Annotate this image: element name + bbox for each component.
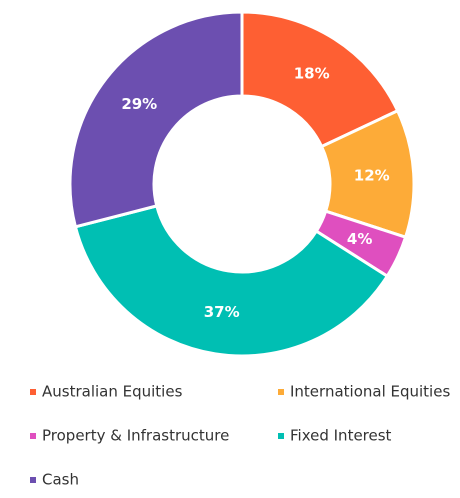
legend-label: Australian Equities [42,383,183,401]
value-label: 4% [347,230,372,248]
pie-segment [68,10,244,229]
legend-label: International Equities [290,383,450,401]
value-label: 37% [204,303,240,321]
legend-marker [278,433,284,439]
pie-segment [240,10,400,149]
legend-label: Property & Infrastructure [42,427,229,445]
legend-marker [30,433,36,439]
legend-marker [30,477,36,483]
value-label: 29% [121,95,157,113]
value-label: 18% [294,65,330,83]
pie-segment [73,204,390,358]
legend-marker [30,389,36,395]
value-label: 12% [354,166,390,184]
legend-marker [278,389,284,395]
legend-label: Cash [42,471,79,489]
legend-label: Fixed Interest [290,427,392,445]
